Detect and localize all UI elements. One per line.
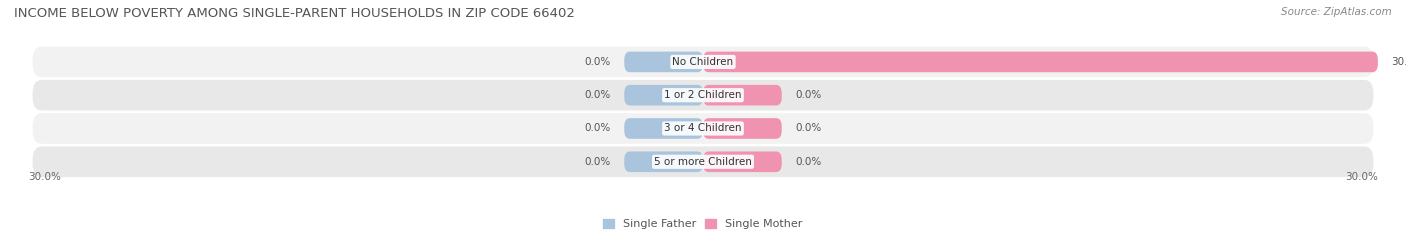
Text: 0.0%: 0.0% [796, 123, 821, 134]
Text: 30.0%: 30.0% [28, 172, 60, 182]
Text: 30.0%: 30.0% [1392, 57, 1406, 67]
FancyBboxPatch shape [32, 113, 1374, 144]
FancyBboxPatch shape [703, 51, 1378, 72]
Text: 0.0%: 0.0% [585, 90, 610, 100]
Text: 5 or more Children: 5 or more Children [654, 157, 752, 167]
FancyBboxPatch shape [624, 85, 703, 106]
Text: 0.0%: 0.0% [796, 90, 821, 100]
FancyBboxPatch shape [703, 151, 782, 172]
FancyBboxPatch shape [624, 151, 703, 172]
Text: 30.0%: 30.0% [1346, 172, 1378, 182]
Text: No Children: No Children [672, 57, 734, 67]
Text: 0.0%: 0.0% [585, 57, 610, 67]
Text: 3 or 4 Children: 3 or 4 Children [664, 123, 742, 134]
Legend: Single Father, Single Mother: Single Father, Single Mother [603, 219, 803, 229]
Text: Source: ZipAtlas.com: Source: ZipAtlas.com [1281, 7, 1392, 17]
FancyBboxPatch shape [32, 47, 1374, 77]
FancyBboxPatch shape [703, 85, 782, 106]
Text: 0.0%: 0.0% [796, 157, 821, 167]
Text: 0.0%: 0.0% [585, 157, 610, 167]
Text: INCOME BELOW POVERTY AMONG SINGLE-PARENT HOUSEHOLDS IN ZIP CODE 66402: INCOME BELOW POVERTY AMONG SINGLE-PARENT… [14, 7, 575, 20]
Text: 1 or 2 Children: 1 or 2 Children [664, 90, 742, 100]
FancyBboxPatch shape [32, 80, 1374, 110]
FancyBboxPatch shape [703, 118, 782, 139]
FancyBboxPatch shape [624, 118, 703, 139]
Text: 0.0%: 0.0% [585, 123, 610, 134]
FancyBboxPatch shape [32, 147, 1374, 177]
FancyBboxPatch shape [624, 51, 703, 72]
